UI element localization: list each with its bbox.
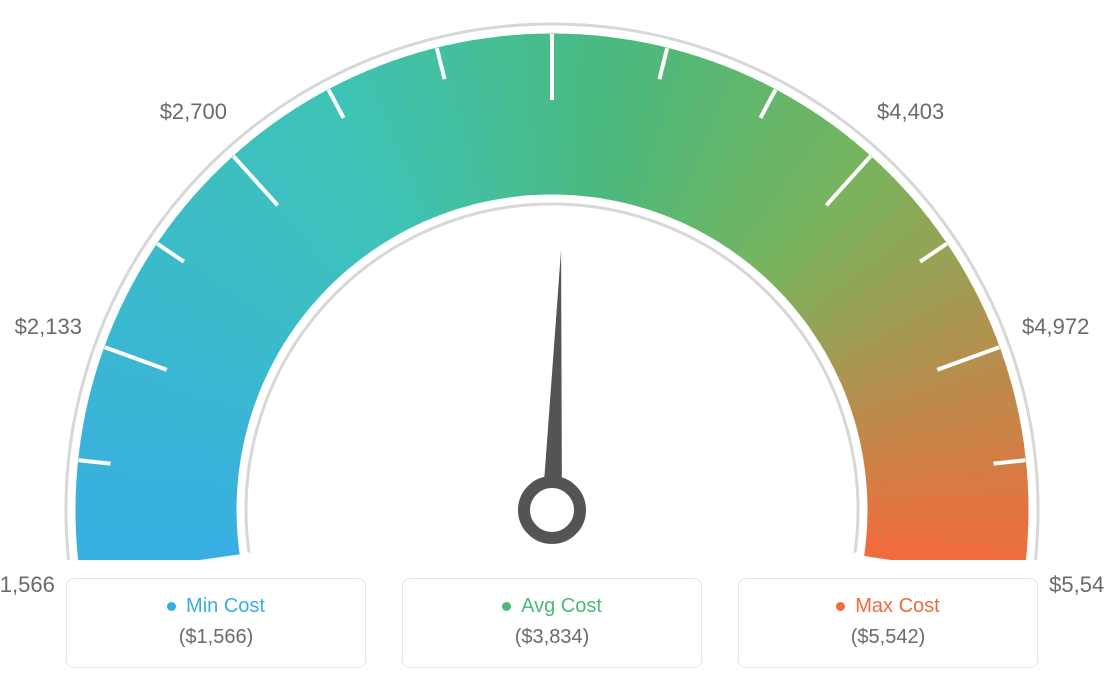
legend-title-avg: Avg Cost — [502, 595, 602, 618]
legend-title-max: Max Cost — [836, 595, 939, 618]
legend-dot-max — [836, 602, 845, 611]
gauge-chart: $1,566$2,133$2,700$3,834$4,403$4,972$5,5… — [0, 0, 1104, 560]
legend-value-max: ($5,542) — [759, 626, 1017, 649]
legend-dot-min — [167, 602, 176, 611]
legend-title-min: Min Cost — [167, 595, 265, 618]
legend-card-max: Max Cost ($5,542) — [738, 578, 1038, 668]
legend-row: Min Cost ($1,566) Avg Cost ($3,834) Max … — [0, 578, 1104, 668]
legend-title-avg-text: Avg Cost — [521, 595, 602, 618]
legend-title-min-text: Min Cost — [186, 595, 265, 618]
legend-value-avg: ($3,834) — [423, 626, 681, 649]
gauge-tick-label: $4,972 — [1022, 314, 1089, 340]
gauge-svg — [0, 0, 1104, 560]
gauge-tick-label: $2,700 — [160, 99, 227, 125]
legend-value-min: ($1,566) — [87, 626, 345, 649]
legend-card-min: Min Cost ($1,566) — [66, 578, 366, 668]
gauge-tick-label: $2,133 — [15, 314, 82, 340]
legend-dot-avg — [502, 602, 511, 611]
legend-title-max-text: Max Cost — [855, 595, 939, 618]
gauge-tick-label: $4,403 — [877, 99, 944, 125]
legend-card-avg: Avg Cost ($3,834) — [402, 578, 702, 668]
